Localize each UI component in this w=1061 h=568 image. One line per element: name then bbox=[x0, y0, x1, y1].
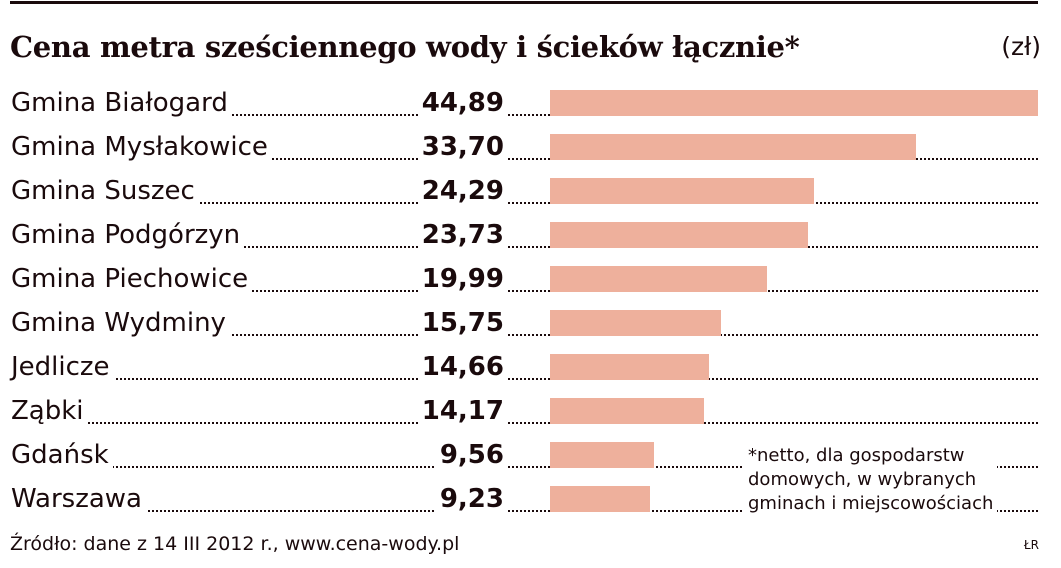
row-label: Gmina Piechowice bbox=[11, 266, 253, 292]
bar-row: Ząbki 14,17 bbox=[0, 386, 1061, 430]
row-label: Gmina Mysłakowice bbox=[11, 134, 272, 160]
dotted-leader bbox=[12, 246, 1038, 248]
row-value: 9,56 bbox=[435, 442, 508, 468]
dotted-leader bbox=[12, 422, 1038, 424]
bar bbox=[550, 178, 814, 204]
bar-row: Gmina Podgórzyn 23,73 bbox=[0, 210, 1061, 254]
row-value: 15,75 bbox=[417, 310, 508, 336]
chart-title: Cena metra sześciennego wody i ścieków ł… bbox=[10, 30, 800, 64]
footnote-line: domowych, w wybranych bbox=[748, 469, 977, 490]
dotted-leader bbox=[12, 158, 1038, 160]
row-value: 24,29 bbox=[417, 178, 508, 204]
footnote: *netto, dla gospodarstw domowych, w wybr… bbox=[744, 444, 998, 516]
bar-row: Gdańsk 9,56 bbox=[0, 430, 1061, 474]
row-value: 23,73 bbox=[417, 222, 508, 248]
dotted-leader bbox=[12, 466, 1038, 468]
row-label: Jedlicze bbox=[11, 354, 114, 380]
dotted-leader bbox=[12, 202, 1038, 204]
bar-row: Jedlicze 14,66 bbox=[0, 342, 1061, 386]
row-label: Gmina Białogard bbox=[11, 90, 232, 116]
bar bbox=[550, 266, 767, 292]
row-value: 19,99 bbox=[417, 266, 508, 292]
dotted-leader bbox=[12, 510, 1038, 512]
unit-label: (zł) bbox=[1001, 32, 1041, 61]
top-rule bbox=[10, 1, 1038, 4]
bar bbox=[550, 310, 721, 336]
bar-row: Warszawa 9,23 bbox=[0, 474, 1061, 518]
bar-row: Gmina Suszec 24,29 bbox=[0, 166, 1061, 210]
bar bbox=[550, 442, 654, 468]
author-credit: ŁR bbox=[1023, 538, 1039, 552]
row-label: Gmina Wydminy bbox=[11, 310, 230, 336]
bar bbox=[550, 90, 1038, 116]
dotted-leader bbox=[12, 334, 1038, 336]
row-value: 14,17 bbox=[417, 398, 508, 424]
source-note: Źródło: dane z 14 III 2012 r., www.cena-… bbox=[10, 533, 460, 555]
dotted-leader bbox=[12, 114, 1038, 116]
footnote-line: *netto, dla gospodarstw bbox=[748, 445, 965, 466]
row-label: Gmina Podgórzyn bbox=[11, 222, 245, 248]
row-value: 44,89 bbox=[417, 90, 508, 116]
bar-row: Gmina Mysłakowice 33,70 bbox=[0, 122, 1061, 166]
bar bbox=[550, 354, 709, 380]
dotted-leader bbox=[12, 378, 1038, 380]
bar bbox=[550, 398, 704, 424]
row-label: Warszawa bbox=[11, 486, 146, 512]
bar bbox=[550, 134, 916, 160]
bar-row: Gmina Białogard 44,89 bbox=[0, 78, 1061, 122]
row-value: 14,66 bbox=[417, 354, 508, 380]
bar bbox=[550, 486, 650, 512]
dotted-leader bbox=[12, 290, 1038, 292]
row-value: 9,23 bbox=[435, 486, 508, 512]
row-label: Gdańsk bbox=[11, 442, 113, 468]
bar-row: Gmina Piechowice 19,99 bbox=[0, 254, 1061, 298]
row-value: 33,70 bbox=[417, 134, 508, 160]
footnote-line: gminach i miejscowościach bbox=[748, 493, 994, 514]
row-label: Gmina Suszec bbox=[11, 178, 199, 204]
bar bbox=[550, 222, 808, 248]
row-label: Ząbki bbox=[11, 398, 88, 424]
bar-row: Gmina Wydminy 15,75 bbox=[0, 298, 1061, 342]
